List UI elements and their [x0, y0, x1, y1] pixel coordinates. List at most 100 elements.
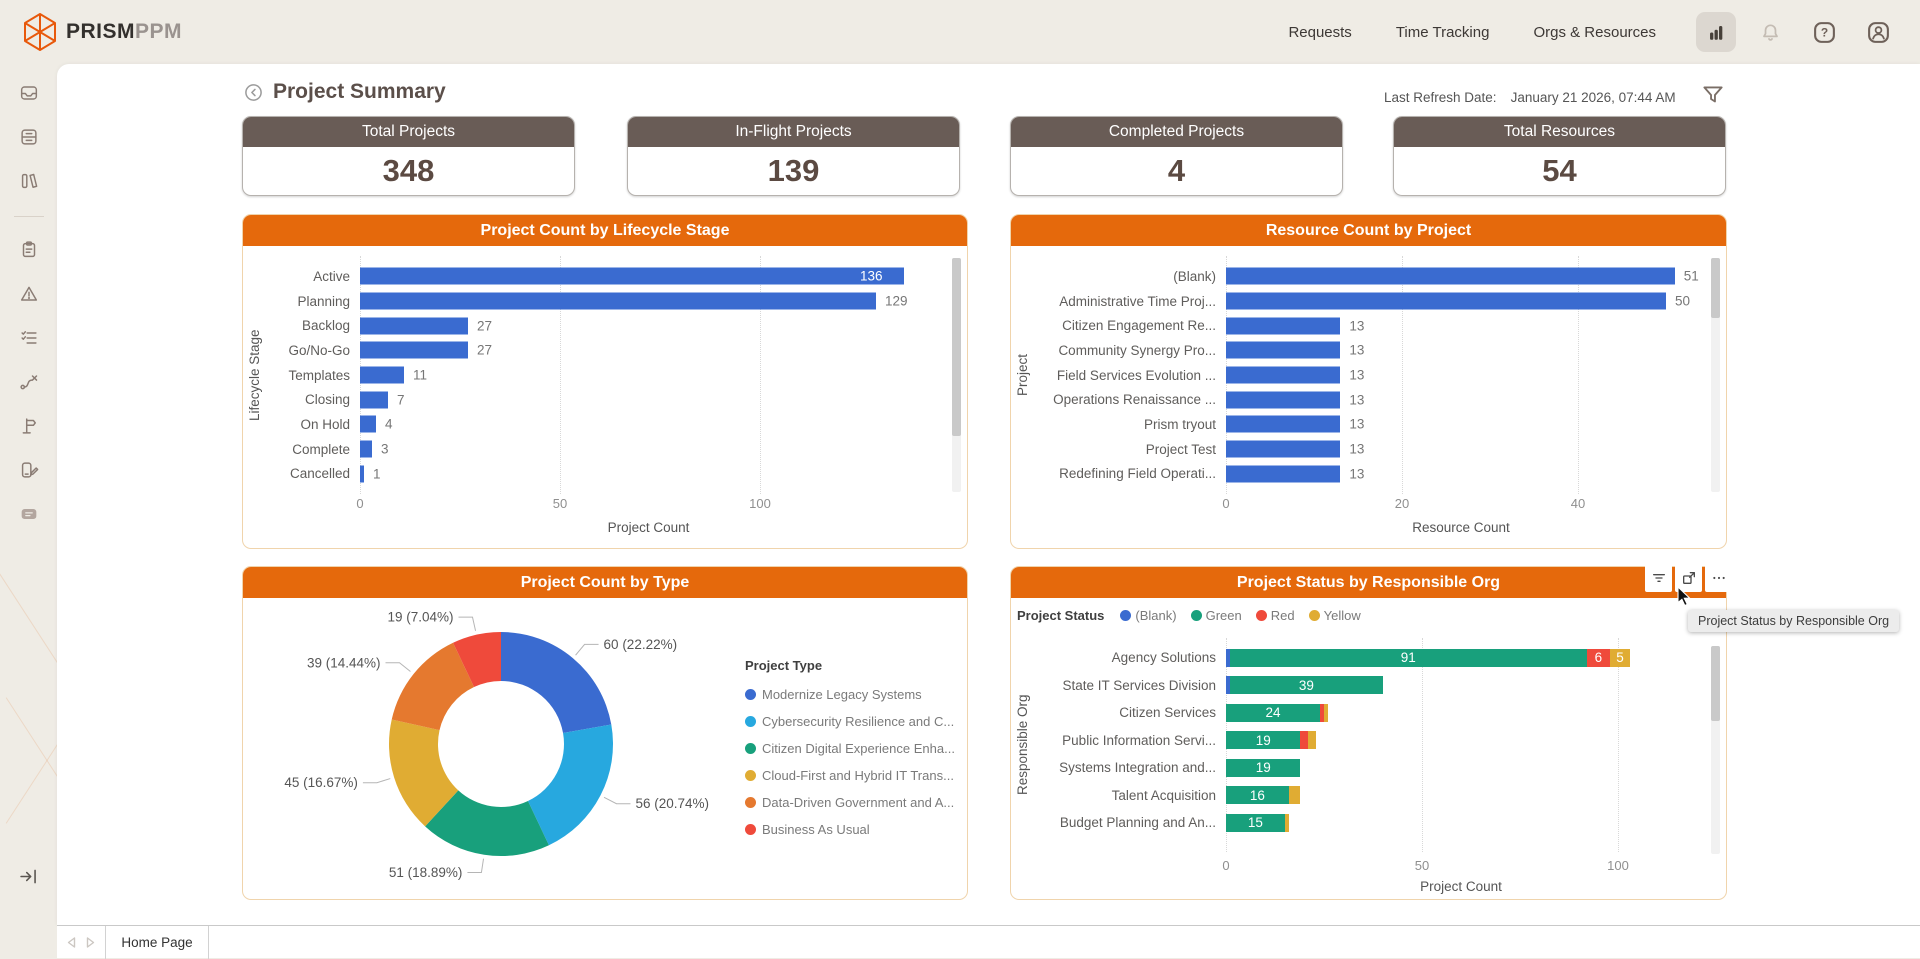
bar[interactable] — [1226, 415, 1341, 433]
legend-item[interactable]: Citizen Digital Experience Enha... — [745, 735, 955, 762]
chart-scrollbar[interactable] — [952, 258, 961, 492]
project-type-donut-chart[interactable]: 60 (22.22%) 56 (20.74%) 51 (18.89%) 45 (16.… — [243, 598, 967, 901]
bar[interactable] — [360, 440, 372, 458]
category-label[interactable]: Planning — [297, 293, 350, 309]
donut-slice[interactable] — [453, 632, 501, 688]
stacked-segment[interactable] — [1226, 648, 1230, 667]
chart-scrollbar-thumb[interactable] — [952, 258, 961, 436]
project-status-chart[interactable]: 0 50 100 Project Count Responsible Org Projec… — [1011, 598, 1726, 901]
segment-value[interactable]: 24 — [1226, 703, 1321, 722]
segment-value[interactable]: 19 — [1226, 758, 1301, 777]
category-label[interactable]: On Hold — [300, 416, 350, 432]
help-button[interactable]: ? — [1804, 12, 1844, 52]
clipboard-icon[interactable] — [18, 239, 40, 261]
bar[interactable] — [360, 366, 404, 384]
storage-icon[interactable] — [18, 126, 40, 148]
bar[interactable] — [1226, 391, 1341, 409]
workflow-icon[interactable] — [18, 371, 40, 393]
inbox-icon[interactable] — [18, 82, 40, 104]
category-label[interactable]: (Blank) — [1173, 268, 1216, 284]
category-label[interactable]: Systems Integration and... — [1059, 760, 1216, 776]
notifications-button[interactable] — [1750, 12, 1790, 52]
library-icon[interactable] — [18, 170, 40, 192]
category-label[interactable]: Citizen Services — [1119, 705, 1216, 721]
bar[interactable] — [360, 267, 904, 285]
devices-icon[interactable] — [18, 459, 40, 481]
category-label[interactable]: Field Services Evolution ... — [1056, 367, 1216, 383]
bar[interactable] — [1226, 292, 1666, 310]
legend-item[interactable]: Cloud-First and Hybrid IT Trans... — [745, 762, 955, 789]
analytics-button[interactable] — [1696, 12, 1736, 52]
stacked-segment[interactable] — [1284, 813, 1289, 832]
resource-count-chart[interactable]: 0 20 40 Resource Count Project (Blank) 51 Admin… — [1011, 246, 1726, 550]
bar[interactable] — [1226, 341, 1341, 359]
collapse-to-left-icon[interactable] — [18, 866, 39, 887]
category-label[interactable]: Talent Acquisition — [1111, 787, 1216, 803]
segment-value[interactable]: 16 — [1226, 786, 1289, 805]
stacked-segment[interactable] — [1288, 786, 1301, 805]
segment-value[interactable]: 15 — [1226, 813, 1285, 832]
bar[interactable] — [360, 341, 468, 359]
chart-scrollbar[interactable] — [1711, 258, 1720, 492]
account-button[interactable] — [1858, 12, 1898, 52]
chart-scrollbar[interactable] — [1711, 646, 1720, 854]
donut-slice[interactable] — [501, 632, 612, 734]
legend-item[interactable]: Cybersecurity Resilience and C... — [745, 708, 955, 735]
bar[interactable] — [360, 391, 388, 409]
category-label[interactable]: State IT Services Division — [1062, 677, 1216, 693]
badge-icon[interactable] — [18, 503, 40, 525]
bar[interactable] — [360, 292, 876, 310]
focus-mode-icon[interactable] — [1675, 563, 1702, 592]
stacked-segment[interactable] — [1308, 731, 1317, 750]
bar[interactable] — [360, 465, 364, 483]
category-label[interactable]: Agency Solutions — [1111, 650, 1216, 666]
signpost-icon[interactable] — [18, 415, 40, 437]
category-label[interactable]: Active — [313, 268, 350, 284]
bar[interactable] — [1226, 267, 1675, 285]
category-label[interactable]: Community Synergy Pro... — [1058, 342, 1216, 358]
category-label[interactable]: Administrative Time Proj... — [1059, 293, 1216, 309]
segment-value[interactable]: 5 — [1610, 648, 1630, 667]
legend-item[interactable]: Modernize Legacy Systems — [745, 681, 955, 708]
category-label[interactable]: Backlog — [301, 318, 350, 334]
donut-slice[interactable] — [527, 724, 613, 846]
segment-value[interactable]: 39 — [1229, 676, 1383, 695]
category-label[interactable]: Cancelled — [289, 466, 350, 482]
bar[interactable] — [360, 415, 376, 433]
category-label[interactable]: Closing — [304, 392, 350, 408]
stacked-segment[interactable] — [1226, 676, 1230, 695]
visual-filters-icon[interactable] — [1645, 563, 1672, 592]
lifecycle-stage-chart[interactable]: 0 50 100 Project Count Lifecycle Stage Active… — [243, 246, 967, 550]
bar[interactable] — [1226, 317, 1341, 335]
next-page-icon[interactable] — [86, 936, 95, 948]
legend-item[interactable]: (Blank) — [1120, 608, 1177, 623]
donut-slice[interactable] — [389, 719, 459, 827]
category-label[interactable]: Prism tryout — [1143, 416, 1216, 432]
bar[interactable] — [1226, 465, 1341, 483]
nav-orgs-resources[interactable]: Orgs & Resources — [1533, 23, 1656, 41]
checklist-icon[interactable] — [18, 327, 40, 349]
prev-page-icon[interactable] — [67, 936, 76, 948]
stacked-segment[interactable] — [1324, 703, 1328, 722]
legend-item[interactable]: Green — [1190, 608, 1242, 623]
segment-value[interactable]: 19 — [1226, 731, 1301, 750]
segment-value[interactable]: 91 — [1229, 648, 1587, 667]
legend-item[interactable]: Yellow — [1308, 608, 1361, 623]
category-label[interactable]: Public Information Servi... — [1062, 732, 1216, 748]
summary-badge-icon[interactable] — [244, 83, 263, 102]
category-label[interactable]: Project Test — [1145, 441, 1216, 457]
nav-time-tracking[interactable]: Time Tracking — [1395, 23, 1490, 41]
brand-logo[interactable]: PRISMPPM — [22, 12, 182, 52]
more-options-icon[interactable] — [1705, 563, 1732, 592]
filter-icon[interactable] — [1700, 82, 1726, 108]
legend-item[interactable]: Data-Driven Government and A... — [745, 789, 955, 816]
legend-item[interactable]: Red — [1255, 608, 1295, 623]
donut-slice[interactable] — [391, 642, 475, 731]
category-label[interactable]: Operations Renaissance ... — [1053, 392, 1216, 408]
category-label[interactable]: Complete — [292, 441, 350, 457]
chart-scrollbar-thumb[interactable] — [1711, 258, 1720, 318]
bar[interactable] — [360, 317, 468, 335]
donut-slice[interactable] — [425, 790, 549, 856]
stacked-segment[interactable] — [1320, 703, 1324, 722]
category-label[interactable]: Redefining Field Operati... — [1059, 466, 1216, 482]
